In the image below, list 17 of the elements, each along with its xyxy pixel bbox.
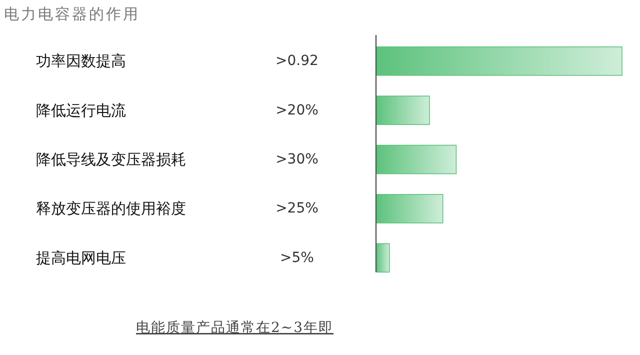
y-tick-label: 功率因数提高 xyxy=(36,52,126,70)
y-tick-label: 降低运行电流 xyxy=(36,101,126,120)
text: 电力电容器的作用 xyxy=(4,5,140,23)
bar xyxy=(376,46,622,76)
y-tick-label: 降低导线及变压器损耗 xyxy=(36,150,186,168)
data-label: >0.92 xyxy=(276,53,318,70)
text: 电能质量产品通常在2~3年即 xyxy=(136,320,334,336)
data-label: >20% xyxy=(276,102,318,118)
bar xyxy=(376,243,390,273)
bar xyxy=(376,96,430,125)
data-label: >5% xyxy=(280,250,314,266)
bar xyxy=(376,194,444,224)
data-label: >25% xyxy=(276,200,318,217)
data-label: >30% xyxy=(276,152,318,168)
bar xyxy=(376,144,457,174)
y-tick-label: 提高电网电压 xyxy=(36,248,126,267)
y-tick-label: 释放变压器的使用裕度 xyxy=(36,200,186,218)
